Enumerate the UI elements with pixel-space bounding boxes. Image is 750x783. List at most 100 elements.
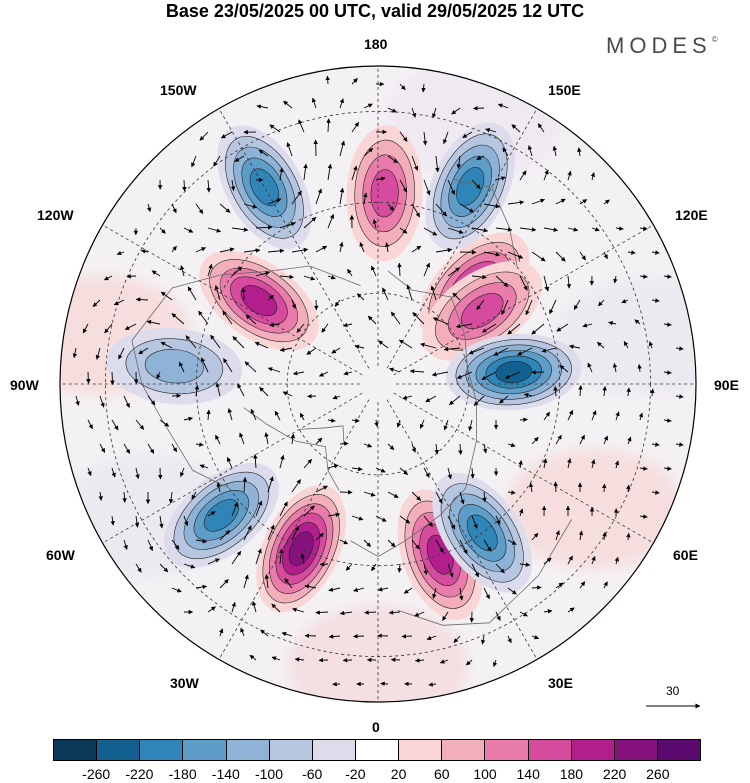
wind-vector	[578, 385, 583, 397]
coastline	[299, 425, 345, 444]
wind-vector	[531, 198, 546, 205]
wind-vector	[590, 172, 596, 181]
wind-vector	[375, 515, 387, 522]
wind-vector	[531, 585, 542, 590]
wind-vector	[226, 456, 233, 469]
wind-vector	[553, 386, 558, 397]
wind-vector	[347, 268, 353, 277]
wind-vector	[507, 200, 525, 205]
lon-label-30e: 30E	[548, 675, 573, 691]
wind-vector	[195, 538, 208, 544]
wind-vector	[422, 131, 428, 146]
wind-vector	[331, 347, 341, 354]
colorbar-swatch	[399, 740, 443, 760]
wind-vector	[507, 539, 517, 545]
wind-vector	[303, 216, 317, 229]
wind-vector	[343, 370, 353, 376]
wind-vector	[230, 179, 236, 191]
wind-vector	[363, 147, 374, 157]
colorbar-tick-label: 100	[473, 766, 497, 782]
wind-vector	[471, 274, 487, 280]
wind-vector	[200, 357, 209, 373]
wind-vector	[327, 512, 341, 517]
wind-vector	[552, 145, 558, 157]
wind-vector	[195, 442, 204, 447]
wind-vector	[537, 123, 545, 133]
wind-vector	[171, 245, 177, 253]
wind-vector	[626, 387, 631, 397]
wind-vector	[178, 361, 185, 373]
wind-vector	[242, 476, 248, 493]
wind-vector	[267, 476, 274, 493]
wind-vector	[123, 443, 131, 454]
wind-vector	[351, 466, 363, 472]
wind-vector	[543, 411, 551, 421]
wind-vector	[449, 395, 461, 406]
wind-vector	[283, 100, 293, 109]
wind-vector	[258, 149, 269, 157]
wind-vector	[639, 226, 648, 231]
wind-vector	[147, 395, 156, 406]
wind-vector	[110, 371, 115, 386]
wind-vector	[447, 227, 464, 234]
wind-vector	[255, 548, 262, 565]
wind-vector	[603, 199, 610, 205]
wind-vector	[423, 563, 428, 576]
wind-vector	[567, 555, 573, 565]
wind-vector	[523, 392, 533, 398]
wind-vector	[495, 275, 509, 288]
colorbar-tick-label: -20	[345, 766, 366, 782]
wind-vector	[411, 203, 420, 218]
colorbar-swatch	[485, 740, 529, 760]
wind-vector	[135, 467, 140, 480]
wind-vector	[543, 609, 553, 614]
wind-vector	[243, 574, 249, 589]
wind-vector	[456, 371, 473, 379]
coastline	[452, 178, 518, 268]
wind-vector	[507, 323, 521, 335]
wind-vector	[420, 342, 437, 349]
wind-vector	[507, 587, 517, 595]
wind-vector	[663, 274, 672, 279]
wind-vector	[291, 190, 302, 205]
wind-vector	[637, 364, 642, 373]
map-border	[59, 65, 697, 703]
wind-vector	[327, 418, 336, 423]
wind-vector	[267, 294, 275, 301]
wind-vector	[485, 128, 497, 133]
colorbar-tick-label: 180	[559, 766, 584, 782]
wind-vector	[111, 419, 119, 431]
wind-vector	[602, 531, 607, 541]
wind-vector	[388, 610, 401, 615]
wind-vector	[426, 635, 437, 641]
wind-vector	[483, 203, 501, 209]
anomaly-contour	[460, 293, 504, 329]
wind-vector	[315, 245, 328, 253]
wind-vector	[651, 442, 660, 447]
wind-vector	[122, 491, 127, 503]
wind-vector	[327, 163, 333, 181]
wind-vector	[183, 227, 194, 233]
colorbar-tick-label: 20	[390, 766, 407, 782]
wind-vector	[476, 155, 485, 160]
anomaly-positive	[346, 125, 423, 262]
wind-vector	[447, 267, 460, 277]
wind-vector	[254, 341, 269, 349]
wind-vector	[397, 563, 402, 573]
graticule	[60, 66, 696, 702]
wind-vector	[483, 587, 490, 600]
wind-vector	[432, 587, 437, 599]
wind-vector	[434, 443, 440, 455]
wind-vector	[267, 248, 285, 254]
wind-vector	[371, 563, 377, 572]
wind-vector	[471, 227, 489, 233]
wind-vector	[315, 188, 323, 205]
wind-vector	[569, 344, 581, 349]
lon-label-120e: 120E	[675, 207, 708, 223]
wind-vector	[435, 539, 444, 553]
wind-vector	[240, 627, 245, 637]
wind-vector	[567, 227, 579, 232]
wind-vector	[135, 419, 145, 430]
wind-vector	[452, 292, 461, 301]
wind-vector	[279, 501, 288, 517]
